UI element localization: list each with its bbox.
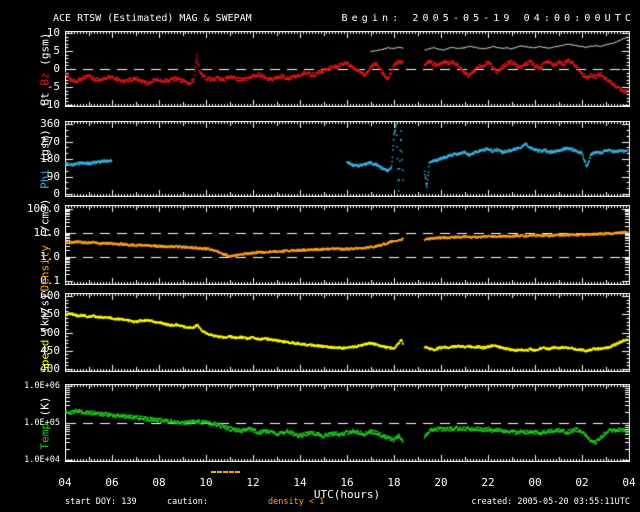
y-axis-label-speed: Speed (km/s) (39, 293, 52, 372)
caution-marker (216, 471, 222, 473)
y-tick-label-bt-bz: 5 (53, 44, 60, 57)
y-tick-label-phi: 0 (53, 187, 60, 200)
y-tick-label-speed: 550 (40, 307, 60, 321)
y-tick-label-density: 1.0 (40, 250, 60, 263)
x-tick-label: 04 (58, 476, 72, 489)
y-axis-label-part: Phi (38, 168, 52, 189)
y-axis-label-part: (K) (38, 396, 52, 423)
caution-marker (211, 471, 217, 473)
x-axis-title: UTC(hours) (313, 488, 381, 501)
y-axis-label-part: Density (38, 245, 52, 292)
y-tick-label-phi: 180 (40, 152, 60, 165)
y-axis-label-bt-bz: Bt Bz (gsm) (39, 33, 52, 106)
y-tick-label-speed: 600 (40, 289, 60, 302)
panel-speed (65, 293, 630, 372)
y-tick-label-phi: 90 (46, 169, 60, 183)
panel-phi (65, 121, 630, 197)
x-tick-label: 08 (152, 476, 166, 489)
y-tick-label-speed: 450 (40, 343, 60, 357)
y-axis-label-part: Speed (38, 339, 52, 373)
x-tick-label: 04 (622, 476, 636, 489)
x-tick-label: 06 (105, 476, 119, 489)
y-tick-label-speed: 400 (40, 362, 60, 375)
x-tick-label: 18 (387, 476, 401, 489)
y-tick-label-temp: 1.0E+05 (24, 418, 60, 428)
y-axis-label-part: Bt (38, 85, 52, 106)
y-tick-label-bt-bz: 0 (53, 62, 60, 75)
y-tick-label-bt-bz: -5 (46, 80, 60, 93)
x-tick-label: 00 (528, 476, 542, 489)
panel-bt-bz (65, 31, 630, 107)
y-tick-label-temp: 1.0E+06 (24, 381, 60, 391)
caution-marker (228, 471, 234, 473)
y-axis-label-part: (gsm) (38, 129, 52, 169)
y-axis-label-part: (gsm) (38, 32, 52, 73)
y-tick-label-density: 10.0 (33, 226, 61, 239)
y-tick-label-phi: 360 (40, 117, 60, 130)
y-axis-label-phi: Phi (gsm) (39, 129, 52, 189)
x-tick-label: 14 (293, 476, 307, 489)
plot-begin-time: Begin: 2005-05-19 04:00:00UTC (341, 13, 635, 24)
panel-density (65, 205, 630, 285)
y-axis-label-part: (/cm3) (38, 198, 52, 245)
y-tick-label-speed: 500 (40, 325, 60, 339)
x-tick-label: 02 (575, 476, 589, 489)
y-tick-label-bt-bz: -10 (40, 98, 60, 111)
caution-label: caution: (167, 497, 208, 507)
start-doy-label: start DOY: 139 (65, 497, 137, 507)
y-axis-label-density: Density (/cm3) (39, 199, 52, 292)
y-tick-label-density: 100.0 (26, 202, 60, 215)
y-tick-label-bt-bz: 10 (46, 26, 60, 39)
caution-marker (234, 471, 240, 473)
x-tick-label: 20 (434, 476, 448, 489)
y-axis-label-temp: Temp (K) (39, 397, 52, 450)
y-tick-label-temp: 1.0E+04 (24, 455, 60, 465)
y-axis-label-part: (km/s) (38, 292, 52, 340)
plot-title: ACE RTSW (Estimated) MAG & SWEPAM (53, 13, 252, 24)
y-tick-label-density: 0.1 (40, 274, 60, 287)
created-timestamp: created: 2005-05-20 03:55:11UTC (471, 497, 630, 507)
caution-marker (222, 471, 228, 473)
y-axis-label-part: Bz (38, 72, 52, 86)
x-tick-label: 10 (199, 476, 213, 489)
y-axis-label-part: Temp (38, 423, 52, 450)
x-tick-label: 22 (481, 476, 495, 489)
x-tick-label: 16 (340, 476, 354, 489)
x-tick-label: 12 (246, 476, 260, 489)
caution-value: density < 1 (268, 497, 325, 507)
y-tick-label-phi: 270 (40, 134, 60, 148)
panel-temp (65, 384, 630, 462)
